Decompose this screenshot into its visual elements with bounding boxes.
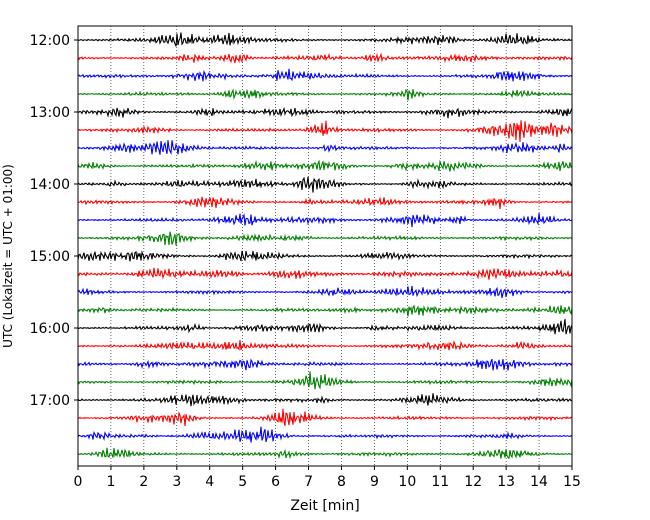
seismogram-trace (77, 393, 573, 407)
x-tick-label: 6 (271, 474, 280, 490)
seismogram-trace (77, 88, 573, 101)
x-tick-label: 1 (106, 474, 115, 490)
x-tick-label: 5 (238, 474, 247, 490)
y-tick-label: 13:00 (30, 105, 70, 121)
seismogram-trace (77, 159, 573, 172)
x-tick-label: 2 (139, 474, 148, 490)
x-tick-label: 9 (370, 474, 379, 490)
y-tick-label: 16:00 (30, 321, 70, 337)
x-axis-label: Zeit [min] (290, 498, 359, 514)
seismogram-trace (77, 231, 573, 246)
plot-frame (77, 25, 573, 467)
y-axis-label: UTC (Lokalzeit = UTC + 01:00) (1, 164, 15, 348)
seismogram-trace (77, 304, 573, 317)
seismogram-trace (77, 408, 573, 427)
seismogram-trace (77, 140, 573, 156)
x-tick-label: 15 (563, 474, 581, 490)
seismogram-trace (77, 196, 573, 209)
seismogram-trace (77, 267, 573, 280)
grid-lines (110, 26, 540, 466)
seismogram-trace (77, 371, 573, 390)
x-tick-label: 4 (205, 474, 214, 490)
x-tick-label: 10 (398, 474, 416, 490)
seismogram-trace (77, 447, 573, 460)
x-tick-label: 7 (304, 474, 313, 490)
x-tick-label: 12 (464, 474, 482, 490)
seismogram-trace (77, 176, 573, 193)
seismogram-trace (77, 340, 573, 351)
seismogram-traces (77, 32, 573, 460)
seismogram-trace (77, 52, 573, 64)
y-tick-label: 17:00 (30, 393, 70, 409)
seismogram-trace (77, 285, 573, 299)
x-tick-label: 14 (530, 474, 548, 490)
x-tick-label: 8 (337, 474, 346, 490)
seismogram-trace (77, 250, 573, 262)
y-axis-ticks: 12:00 13:00 14:00 15:00 16:00 17:00 (30, 33, 78, 409)
x-axis-ticks: 0 1 2 3 4 5 6 7 8 9 10 11 12 13 14 15 (74, 466, 581, 490)
seismogram-trace (77, 212, 573, 228)
x-tick-label: 3 (172, 474, 181, 490)
y-tick-label: 12:00 (30, 33, 70, 49)
x-tick-label: 0 (74, 474, 83, 490)
seismogram-trace (77, 358, 573, 371)
seismogram-trace (77, 120, 573, 143)
seismogram-trace (77, 106, 573, 119)
x-tick-label: 11 (431, 474, 449, 490)
seismogram-trace (77, 68, 573, 82)
seismogram-trace (77, 318, 573, 335)
seismogram-trace (77, 426, 573, 443)
y-tick-label: 15:00 (30, 249, 70, 265)
x-tick-label: 13 (497, 474, 515, 490)
seismogram-trace (77, 32, 573, 47)
y-tick-label: 14:00 (30, 177, 70, 193)
